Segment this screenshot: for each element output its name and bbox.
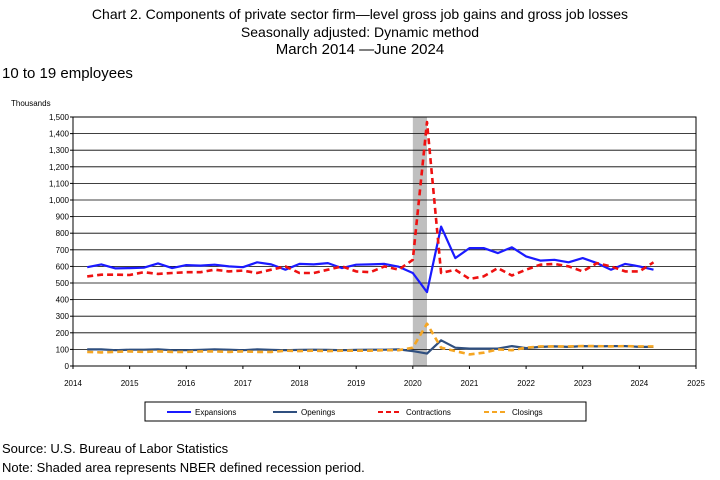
- y-tick-label: 100: [56, 345, 70, 354]
- panel-title: 10 to 19 employees: [2, 65, 133, 82]
- y-tick-label: 800: [56, 229, 70, 238]
- legend-box: [144, 401, 587, 422]
- x-axis-ticks: 2014 2015 2016 2017 2018 2019 2020 2021 2022 2023…: [64, 366, 705, 388]
- y-tick-label: 0: [65, 362, 70, 371]
- x-tick-label: 2015: [121, 379, 139, 388]
- y-tick-label: 900: [56, 213, 70, 222]
- source-note: Source: U.S. Bureau of Labor Statistics: [2, 441, 229, 456]
- x-tick-label: 2016: [177, 379, 195, 388]
- recession-shading: [412, 117, 427, 366]
- y-tick-label: 1,500: [49, 113, 70, 122]
- y-tick-label: 200: [56, 329, 70, 338]
- plot-frame: [72, 116, 697, 367]
- chart-title: Chart 2. Components of private sector fi…: [91, 6, 629, 22]
- series-line-expansions: [86, 225, 654, 294]
- grid-lines: [73, 133, 696, 350]
- y-tick-label: 1,100: [49, 179, 70, 188]
- y-tick-label: 1,000: [49, 196, 70, 205]
- y-tick-label: 700: [56, 246, 70, 255]
- legend-label-openings: Openings: [301, 408, 335, 417]
- y-tick-label: 1,200: [49, 163, 70, 172]
- series-line-contractions: [87, 120, 655, 281]
- chart-subtitle: Seasonally adjusted: Dynamic method: [240, 24, 480, 40]
- series-lines: [86, 120, 655, 356]
- legend: Expansions Openings Contractions Closings: [144, 401, 587, 422]
- y-tick-label: 500: [56, 279, 70, 288]
- y-tick-label: 400: [56, 296, 70, 305]
- legend-label-closings: Closings: [512, 408, 543, 417]
- x-tick-label: 2019: [347, 379, 365, 388]
- x-tick-label: 2017: [234, 379, 252, 388]
- x-tick-label: 2018: [291, 379, 309, 388]
- y-tick-label: 600: [56, 262, 70, 271]
- y-tick-label: 1,400: [49, 130, 70, 139]
- y-axis-ticks: 0 100 200 300 400 500 600 700 800 900 1,000 1,100 1,…: [49, 113, 73, 371]
- y-tick-label: 300: [56, 312, 70, 321]
- recession-band: [412, 117, 427, 366]
- x-tick-label: 2023: [574, 379, 592, 388]
- x-tick-label: 2025: [687, 379, 705, 388]
- legend-label-expansions: Expansions: [195, 408, 236, 417]
- x-tick-label: 2024: [630, 379, 648, 388]
- chart-period: March 2014 —June 2024: [275, 41, 445, 58]
- x-tick-label: 2022: [517, 379, 535, 388]
- y-tick-label: 1,300: [49, 146, 70, 155]
- x-tick-label: 2014: [64, 379, 82, 388]
- x-tick-label: 2021: [461, 379, 479, 388]
- recession-note: Note: Shaded area represents NBER define…: [2, 460, 365, 475]
- y-axis-label: Thousands: [11, 99, 51, 108]
- series-line-closings: [87, 322, 654, 356]
- legend-label-contractions: Contractions: [406, 408, 451, 417]
- x-tick-label: 2020: [404, 379, 422, 388]
